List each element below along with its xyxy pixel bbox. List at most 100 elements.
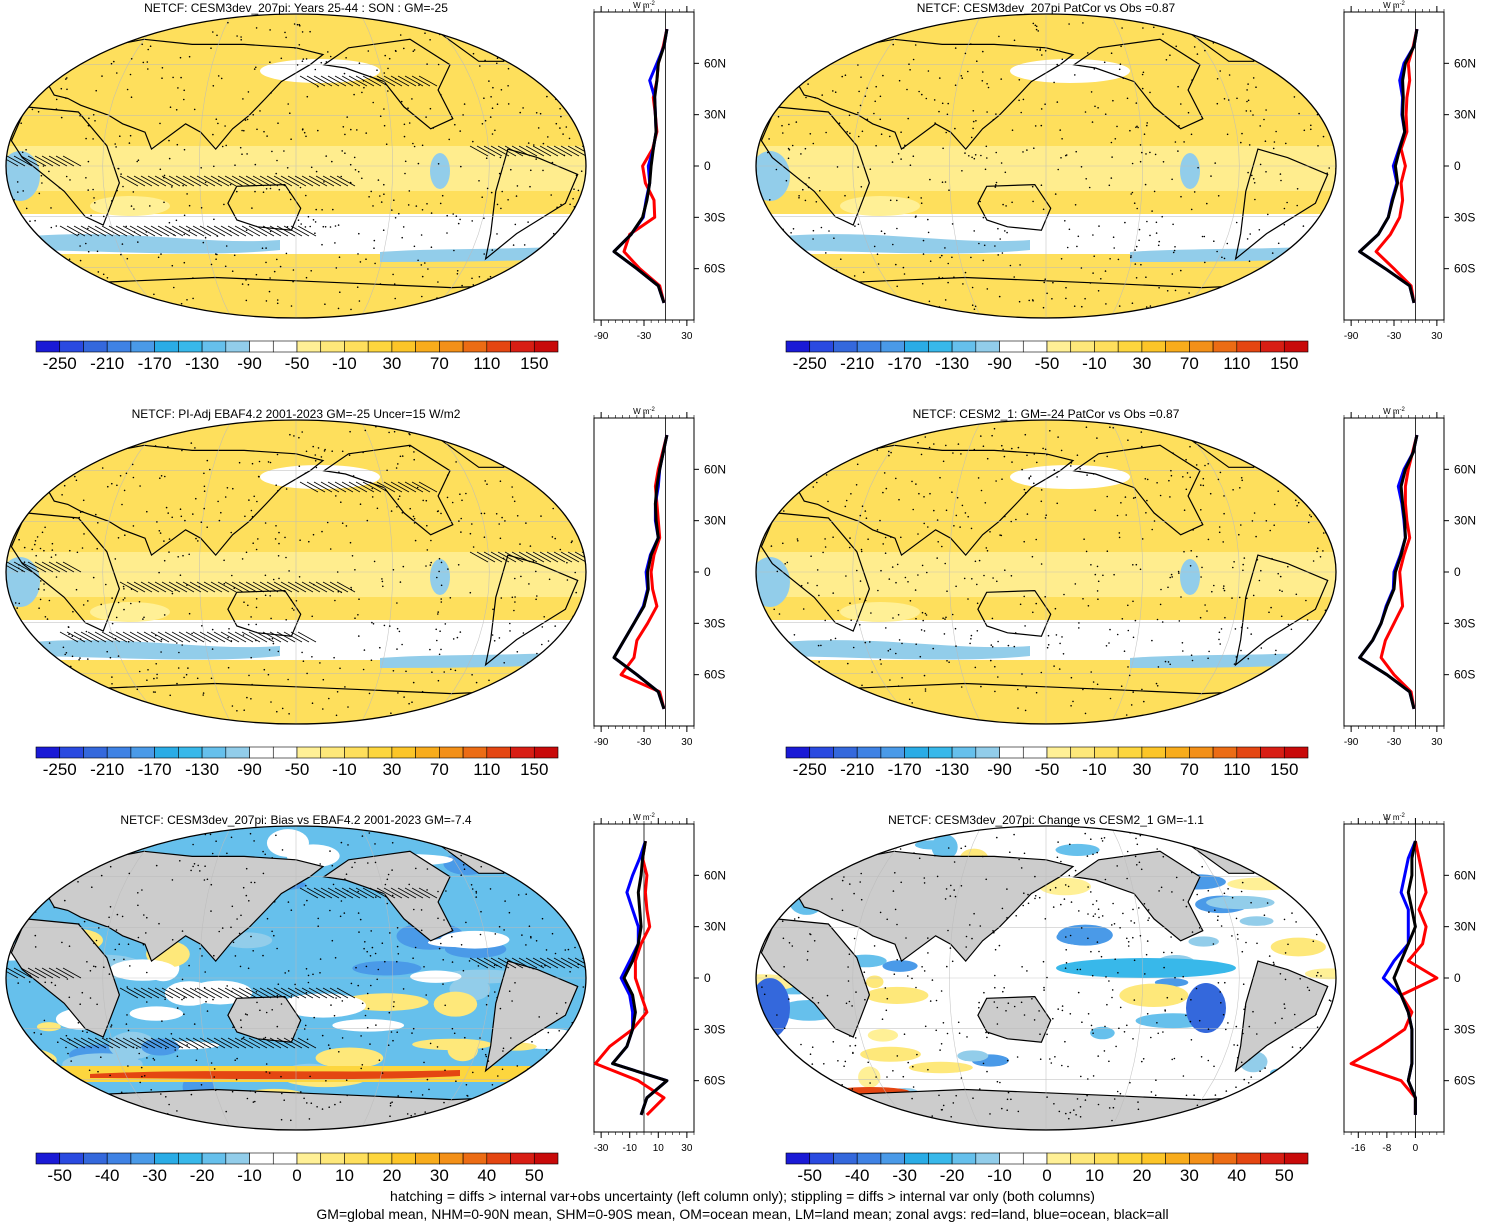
colorbar-label: 30 bbox=[429, 1166, 449, 1185]
panel-title: NETCF: CESM3dev_207pi: Years 25-44 : SON… bbox=[144, 1, 448, 15]
colorbar-box bbox=[1260, 1152, 1285, 1165]
colorbar-label: 70 bbox=[1179, 354, 1199, 373]
profile-line-land bbox=[1379, 434, 1419, 710]
colorbar-label: 150 bbox=[520, 760, 549, 779]
colorbar-box bbox=[154, 1152, 179, 1165]
colorbar-label: -130 bbox=[935, 760, 970, 779]
zonal-profile: -30 -10 10 30 60N 30N 0 30S 60S W m-2 bbox=[593, 813, 726, 1154]
colorbar-box bbox=[106, 340, 132, 353]
colorbar-box bbox=[928, 340, 953, 353]
colorbar-box bbox=[510, 340, 535, 353]
colorbar-box bbox=[1117, 340, 1143, 353]
profile-xtick-label: 30 bbox=[1431, 331, 1443, 342]
colorbar-box bbox=[178, 340, 203, 353]
profile-lat-label: 30S bbox=[704, 616, 725, 630]
map bbox=[755, 13, 1337, 319]
zonal-profile: -90 -30 30 60N 30N 0 30S 60S W m-2 bbox=[593, 407, 726, 748]
colorbar-box bbox=[1022, 746, 1048, 759]
colorbar-label: 20 bbox=[1132, 1166, 1152, 1185]
profile-unit-label: W m-2 bbox=[633, 1, 655, 10]
colorbar-box bbox=[1236, 1152, 1261, 1165]
colorbar-label: 110 bbox=[1223, 760, 1251, 779]
profile-xtick-label: 30 bbox=[681, 1143, 693, 1154]
panel-title: NETCF: CESM2_1: GM=-24 PatCor vs Obs =0.… bbox=[912, 407, 1180, 421]
profile-lat-label: 30S bbox=[704, 210, 725, 224]
colorbar-label: -50 bbox=[284, 760, 310, 779]
colorbar-label: 40 bbox=[1227, 1166, 1247, 1185]
panel-graphics: -90 -30 30 60N 30N 0 30S 60S W m-2 bbox=[755, 407, 1476, 759]
map bbox=[5, 825, 587, 1131]
colorbar-box bbox=[130, 746, 155, 759]
zonal-profile: -90 -30 30 60N 30N 0 30S 60S W m-2 bbox=[593, 1, 726, 342]
profile-xtick-label: 10 bbox=[653, 1143, 665, 1154]
colorbar-box bbox=[367, 1152, 393, 1165]
colorbar-label: 30 bbox=[1132, 760, 1152, 779]
colorbar-label: -50 bbox=[284, 354, 310, 373]
colorbar bbox=[785, 1152, 1309, 1165]
colorbar-box bbox=[1212, 746, 1238, 759]
colorbar-box bbox=[439, 340, 464, 353]
profile-unit-label: W m-2 bbox=[633, 813, 655, 822]
colorbar-box bbox=[1141, 746, 1166, 759]
colorbar-box bbox=[1283, 340, 1309, 353]
colorbar-box bbox=[1260, 340, 1285, 353]
profile-xtick-label: -8 bbox=[1382, 1143, 1391, 1154]
profile-lat-label: 30S bbox=[1454, 1022, 1475, 1036]
profile-lat-label: 30S bbox=[704, 1022, 725, 1036]
colorbar-box bbox=[320, 340, 345, 353]
profile-xtick-label: -30 bbox=[1387, 331, 1402, 342]
panel-title: NETCF: PI-Adj EBAF4.2 2001-2023 GM=-25 U… bbox=[131, 407, 461, 421]
zonal-profile: -90 -30 30 60N 30N 0 30S 60S W m-2 bbox=[1343, 1, 1476, 342]
colorbar-box bbox=[1283, 1152, 1309, 1165]
colorbar-label: 30 bbox=[1179, 1166, 1199, 1185]
colorbar-box bbox=[439, 1152, 464, 1165]
panel-title: NETCF: CESM3dev_207pi PatCor vs Obs =0.8… bbox=[916, 1, 1176, 15]
colorbar-box bbox=[904, 746, 929, 759]
colorbar-box bbox=[344, 746, 369, 759]
panel-graphics: -16 -8 0 60N 30N 0 30S 60S W m-2 bbox=[755, 813, 1476, 1165]
profile-lat-label: 0 bbox=[704, 565, 711, 579]
colorbar-box bbox=[201, 1152, 227, 1165]
profile-lat-label: 0 bbox=[1454, 971, 1461, 985]
panel-title: NETCF: CESM3dev_207pi: Bias vs EBAF4.2 2… bbox=[120, 813, 472, 827]
colorbar-label: 50 bbox=[524, 1166, 544, 1185]
profile-lat-label: 30N bbox=[1454, 920, 1476, 934]
colorbar-label: -30 bbox=[142, 1166, 167, 1185]
colorbar-box bbox=[533, 340, 559, 353]
profile-line-all bbox=[1358, 434, 1419, 710]
colorbar-box bbox=[1022, 1152, 1048, 1165]
profile-lat-label: 60S bbox=[1454, 262, 1475, 276]
colorbar-box bbox=[785, 1152, 811, 1165]
colorbar-label: 30 bbox=[382, 760, 402, 779]
profile-xtick-label: -10 bbox=[622, 1143, 637, 1154]
colorbar-box bbox=[415, 746, 440, 759]
colorbar-box bbox=[391, 340, 416, 353]
colorbar-label: 30 bbox=[1132, 354, 1152, 373]
panel-6: NETCF: CESM3dev_207pi: Change vs CESM2_1… bbox=[750, 812, 1485, 1212]
colorbar-label: -40 bbox=[844, 1166, 870, 1185]
colorbar bbox=[35, 746, 559, 759]
colorbar-label: 10 bbox=[1084, 1166, 1104, 1185]
colorbar-box bbox=[999, 746, 1024, 759]
panel-title: NETCF: CESM3dev_207pi: Change vs CESM2_1… bbox=[888, 813, 1204, 827]
colorbar-label: -10 bbox=[332, 354, 357, 373]
colorbar-box bbox=[106, 1152, 132, 1165]
colorbar-label: -250 bbox=[42, 354, 77, 373]
profile-line-land bbox=[593, 840, 666, 1116]
colorbar-box bbox=[1070, 746, 1095, 759]
colorbar-box bbox=[951, 1152, 977, 1165]
profile-lat-label: 30N bbox=[704, 514, 726, 528]
colorbar-box bbox=[1046, 1152, 1072, 1165]
colorbar-box bbox=[486, 746, 511, 759]
profile-xtick-label: 30 bbox=[1431, 737, 1443, 748]
colorbar-label: -130 bbox=[185, 760, 220, 779]
colorbar-box bbox=[785, 340, 811, 353]
colorbar-label: -90 bbox=[237, 354, 262, 373]
profile-lat-label: 60N bbox=[1454, 462, 1476, 476]
profile-xtick-label: 30 bbox=[681, 331, 693, 342]
colorbar-box bbox=[1070, 340, 1095, 353]
colorbar-box bbox=[510, 1152, 535, 1165]
colorbar-label: -250 bbox=[792, 760, 827, 779]
colorbar-box bbox=[904, 340, 929, 353]
colorbar-box bbox=[272, 340, 298, 353]
